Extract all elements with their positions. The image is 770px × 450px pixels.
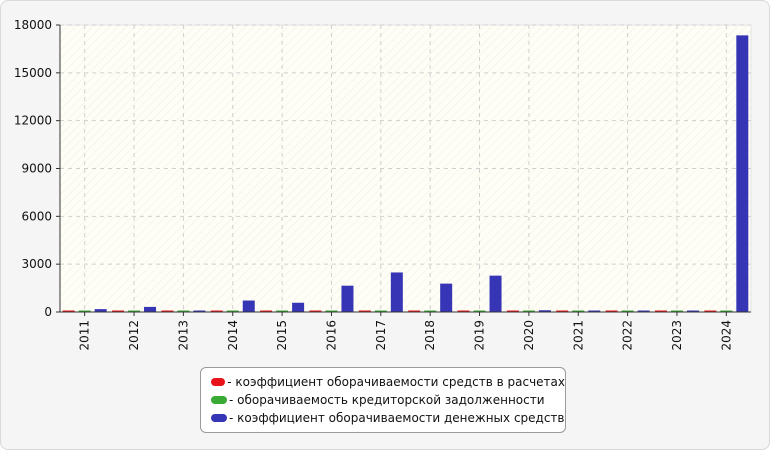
bar-payables [473,310,486,312]
bar-payables [670,310,683,312]
bar-payables [621,310,634,312]
grid [60,24,751,312]
legend: - коэффициент оборачиваемости средств в … [200,367,566,433]
bar-receivables [654,310,667,312]
x-tick-label: 2020 [522,320,536,351]
x-tick-label: 2012 [127,320,141,351]
bar-receivables [556,310,569,312]
x-tick-label: 2021 [571,320,585,351]
bars [62,35,749,312]
y-tick-label: 3000 [21,257,52,271]
y-tick-label: 15000 [14,66,52,80]
bar-receivables [605,310,618,312]
bar-cash [94,309,107,312]
bar-payables [522,310,535,312]
bar-receivables [112,310,125,312]
legend-item-cash: - коэффициент оборачиваемости денежных с… [211,409,565,427]
bar-cash [588,310,601,312]
x-tick-label: 2023 [670,320,684,351]
x-tick-label: 2013 [176,320,190,351]
bar-cash [144,306,157,312]
legend-label: - коэффициент оборачиваемости денежных с… [229,411,565,425]
x-tick-label: 2014 [226,320,240,351]
bar-cash [390,272,403,312]
bar-receivables [62,310,75,312]
bar-cash [292,302,305,312]
legend-item-receivables: - коэффициент оборачиваемости средств в … [211,373,565,391]
legend-label: - оборачиваемость кредиторской задолженн… [229,393,545,407]
x-axis-ticks: 2011 2012 2013 2014 2015 2016 2017 2018 2019 2020… [78,312,733,351]
x-tick-label: 2019 [473,320,487,351]
bar-receivables [358,310,371,312]
bar-receivables [408,310,421,312]
y-tick-label: 9000 [21,162,52,176]
legend-swatch-blue [211,414,227,422]
bar-payables [78,310,91,312]
bar-payables [276,310,289,312]
bar-payables [374,310,387,312]
bar-receivables [506,310,519,312]
legend-label: - коэффициент оборачиваемости средств в … [227,375,565,389]
y-tick-label: 18000 [14,18,52,32]
bar-cash [489,275,502,312]
bar-payables [226,310,239,312]
bar-receivables [260,310,273,312]
y-tick-label: 0 [44,305,52,319]
bar-cash [538,310,551,312]
bar-payables [177,310,190,312]
bar-payables [128,310,141,312]
bar-cash [242,300,255,312]
legend-swatch-green [211,396,227,404]
bar-cash [686,310,699,312]
bar-payables [572,310,585,312]
bar-receivables [161,310,174,312]
bar-receivables [210,310,223,312]
bar-cash [193,310,206,312]
bar-receivables [457,310,470,312]
x-tick-label: 2018 [423,320,437,351]
x-tick-label: 2022 [621,320,635,351]
bar-receivables [309,310,322,312]
y-axis-ticks: 0 3000 6000 9000 12000 15000 18000 [14,18,60,319]
bar-payables [325,310,338,312]
legend-swatch-red [211,378,226,386]
bar-payables [720,310,733,312]
y-tick-label: 6000 [21,209,52,223]
x-tick-label: 2015 [275,320,289,351]
y-tick-label: 12000 [14,114,52,128]
legend-item-payables: - оборачиваемость кредиторской задолженн… [211,391,565,409]
x-tick-label: 2017 [374,320,388,351]
x-tick-label: 2016 [324,320,338,351]
x-tick-label: 2011 [78,320,92,351]
x-tick-label: 2024 [719,320,733,351]
bar-cash [341,285,354,312]
bar-cash [637,310,650,312]
bar-cash [440,283,453,312]
bar-payables [424,310,437,312]
bar-receivables [704,310,717,312]
bar-cash [736,35,749,312]
